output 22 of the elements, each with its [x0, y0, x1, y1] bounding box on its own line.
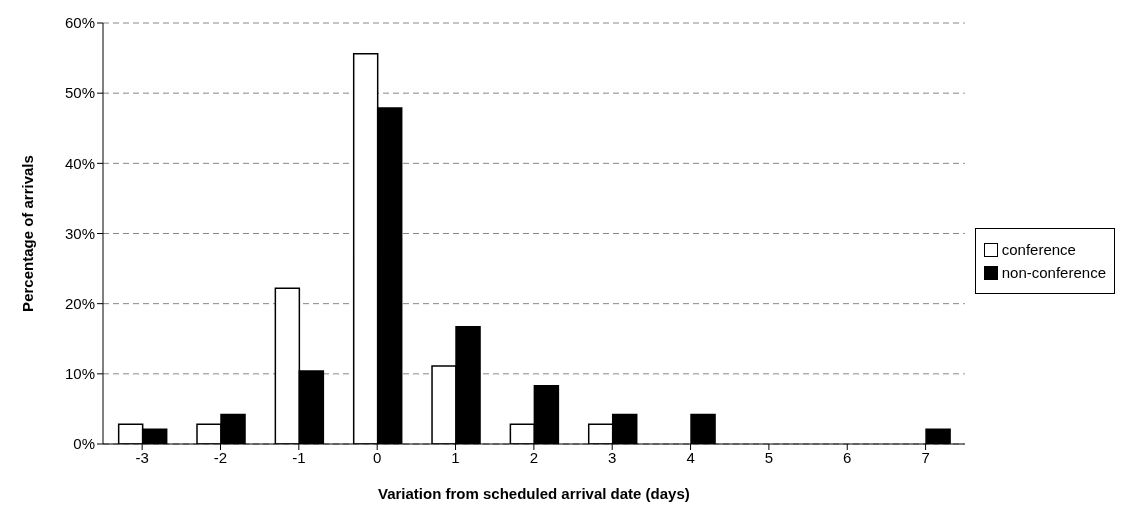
x-tick-label: -2 [213, 448, 228, 466]
y-tick-label: 0% [73, 435, 95, 453]
x-tick-label: 3 [608, 448, 617, 466]
y-tick-label: 30% [64, 224, 95, 242]
x-tick-label: 1 [451, 448, 460, 466]
x-tick-label: 7 [921, 448, 930, 466]
x-tick-label: -3 [135, 448, 149, 466]
x-tick-label: 6 [843, 448, 852, 466]
legend-label: non-conference [1001, 264, 1106, 281]
y-tick-label: 40% [64, 154, 95, 172]
x-tick-label: 4 [686, 448, 695, 466]
x-axis-title: Variation from scheduled arrival date (days) [377, 485, 690, 502]
y-tick-label: 50% [64, 84, 95, 102]
y-tick-label: 10% [64, 365, 95, 383]
y-axis-title: Percentage of arrivals [19, 155, 37, 312]
y-tick-label: 20% [64, 294, 95, 312]
legend-label: conference [1001, 241, 1076, 258]
x-tick-label: -1 [292, 448, 306, 466]
x-tick-label: 5 [764, 448, 774, 466]
y-tick-label: 60% [64, 14, 95, 32]
x-tick-label: 0 [373, 448, 382, 466]
x-tick-label: 2 [529, 448, 539, 466]
